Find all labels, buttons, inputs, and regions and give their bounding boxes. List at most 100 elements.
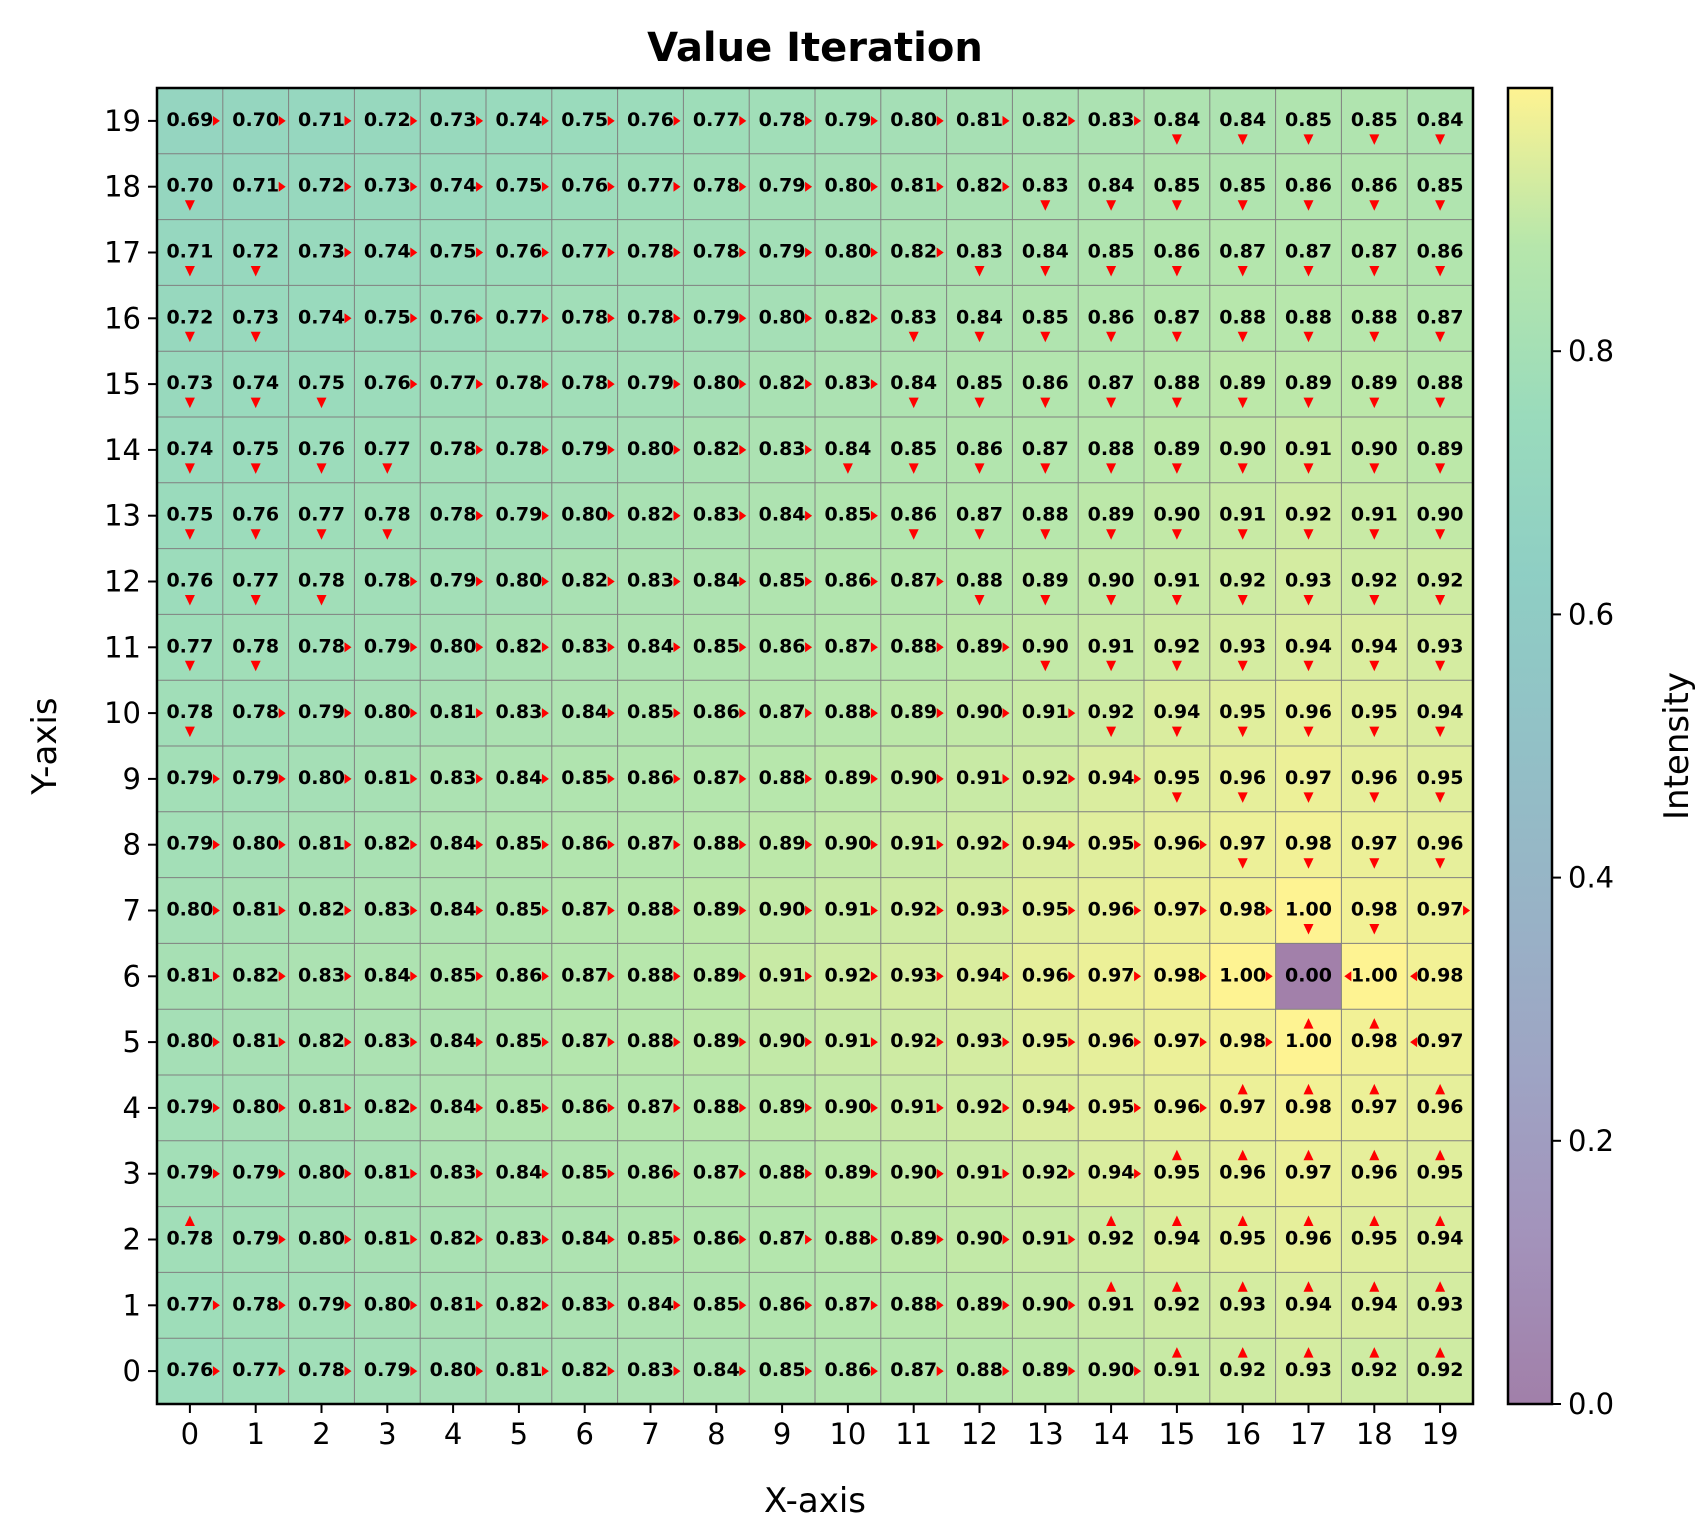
policy-arrow: [1369, 266, 1380, 277]
heatmap-cell: [683, 153, 750, 221]
cell-value-label: 0.76: [495, 241, 542, 263]
cell-value-label: 0.90: [1022, 635, 1069, 657]
cell-value-label: 0.97: [1219, 1096, 1266, 1118]
cell-value-label: 0.78: [166, 1228, 213, 1250]
policy-arrow: [212, 905, 220, 916]
policy-arrow: [212, 1366, 220, 1377]
cell-value-label: 0.94: [1088, 767, 1135, 789]
heatmap-cell: [288, 153, 355, 221]
heatmap-cell: [815, 1140, 882, 1208]
heatmap-cell: [880, 1009, 948, 1076]
cell-value-label: 0.79: [232, 1162, 279, 1184]
cell-value-label: 0.97: [1153, 899, 1200, 921]
policy-arrow: [410, 181, 418, 192]
policy-arrow: [739, 773, 747, 784]
heatmap-cell: [617, 746, 684, 813]
heatmap-cell: [222, 1140, 290, 1208]
heatmap-cell: [1144, 877, 1211, 944]
policy-arrow: [1002, 971, 1010, 982]
policy-arrow: [1040, 266, 1051, 277]
heatmap-cell: [1078, 877, 1145, 944]
heatmap-cell: [486, 351, 553, 418]
policy-arrow: [278, 1037, 286, 1048]
heatmap-cell: [749, 482, 816, 550]
policy-arrow: [805, 576, 813, 587]
policy-arrow: [805, 708, 813, 719]
x-tick-label: 16: [1224, 1417, 1261, 1451]
heatmap-cell: [946, 1206, 1013, 1273]
cell-value-label: 0.84: [495, 1162, 542, 1184]
heatmap-cell: [1341, 943, 1408, 1010]
policy-arrow: [1369, 331, 1380, 343]
heatmap-cell: [1012, 811, 1079, 879]
heatmap-cell: [683, 1338, 750, 1405]
cell-value-label: 0.94: [1351, 635, 1398, 657]
policy-arrow: [541, 313, 549, 324]
cell-value-label: 0.83: [890, 306, 937, 328]
cell-value-label: 0.94: [1022, 833, 1069, 855]
policy-arrow: [212, 115, 220, 126]
heatmap-cell: [420, 482, 487, 550]
heatmap-cell: [946, 614, 1013, 681]
policy-arrow: [1106, 266, 1117, 277]
policy-arrow: [739, 115, 747, 126]
cell-value-label: 0.97: [1351, 1096, 1398, 1118]
policy-arrow: [410, 839, 418, 850]
heatmap-cell: [1275, 943, 1342, 1010]
heatmap-cell: [222, 1009, 290, 1076]
policy-arrow: [316, 595, 327, 606]
heatmap-cell: [354, 1272, 421, 1339]
cell-value-label: 0.82: [430, 1228, 477, 1250]
colorbar-tick-label: 0.4: [1568, 861, 1614, 895]
x-tick-label: 17: [1290, 1417, 1327, 1451]
cell-value-label: 0.89: [890, 701, 937, 723]
policy-arrow: [1134, 1366, 1142, 1377]
cell-value-label: 0.79: [298, 701, 345, 723]
policy-arrow: [1002, 642, 1010, 653]
cell-value-label: 0.84: [890, 372, 937, 394]
cell-value-label: 0.96: [1285, 1228, 1332, 1250]
policy-arrow: [476, 1300, 484, 1311]
policy-arrow: [842, 463, 853, 474]
cell-value-label: 0.89: [1417, 438, 1464, 460]
policy-arrow: [1134, 971, 1142, 982]
policy-arrow: [476, 379, 484, 390]
cell-value-label: 0.92: [1351, 570, 1398, 592]
policy-arrow: [607, 839, 615, 850]
policy-arrow: [1435, 1281, 1446, 1292]
policy-arrow: [1237, 134, 1248, 145]
heatmap-cell: [420, 1338, 487, 1405]
cell-value-label: 0.89: [759, 833, 806, 855]
cell-value-label: 0.82: [561, 1359, 608, 1381]
heatmap-cell: [157, 746, 224, 813]
cell-value-label: 0.83: [759, 438, 806, 460]
heatmap-cell: [617, 811, 684, 879]
policy-arrow: [1199, 839, 1207, 850]
policy-arrow: [870, 181, 878, 192]
policy-arrow: [1134, 773, 1142, 784]
policy-arrow: [1068, 1168, 1076, 1179]
policy-arrow: [410, 576, 418, 587]
policy-arrow: [1237, 1281, 1248, 1292]
policy-arrow: [1106, 529, 1117, 540]
cell-value-label: 0.96: [1351, 1162, 1398, 1184]
policy-arrow: [936, 181, 944, 192]
cell-value-label: 0.87: [627, 833, 674, 855]
cell-value-label: 0.83: [693, 504, 740, 526]
heatmap-cell: [551, 680, 619, 747]
cell-value-label: 0.85: [1285, 109, 1332, 131]
policy-arrow: [1303, 792, 1314, 803]
heatmap-cell: [420, 1075, 487, 1142]
cell-value-label: 0.85: [1088, 241, 1135, 263]
cell-value-label: 0.94: [1285, 1293, 1332, 1315]
cell-value-label: 0.91: [1088, 1293, 1135, 1315]
policy-arrow: [1237, 1215, 1248, 1226]
cell-value-label: 0.91: [956, 767, 1003, 789]
policy-arrow: [184, 397, 195, 409]
x-tick-label: 18: [1356, 1417, 1393, 1451]
cell-value-label: 0.90: [1153, 504, 1200, 526]
x-tick-label: 19: [1422, 1417, 1459, 1451]
y-tick-label: 8: [123, 828, 141, 862]
heatmap-cell: [683, 943, 750, 1010]
policy-arrow: [870, 1168, 878, 1179]
